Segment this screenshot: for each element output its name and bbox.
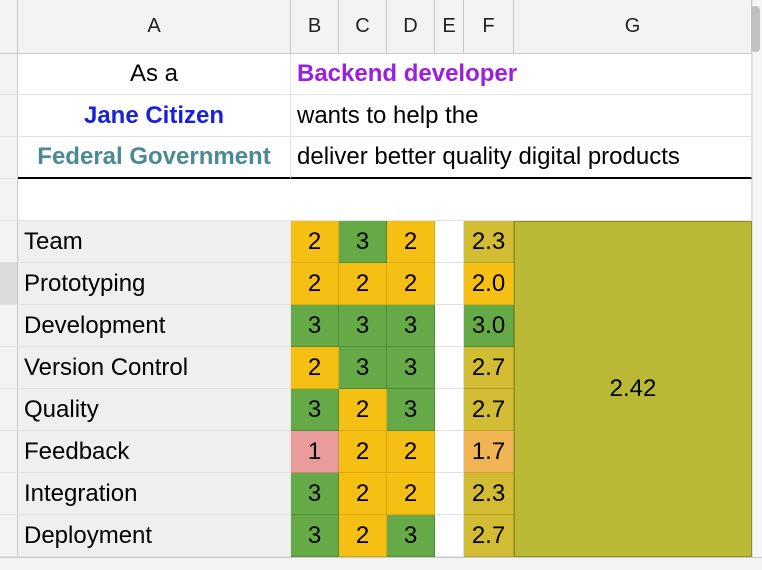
average-cell[interactable]: 2.0 <box>464 263 514 305</box>
score-cell[interactable]: 2 <box>339 431 387 473</box>
empty-cell[interactable] <box>18 179 752 221</box>
select-all-corner[interactable] <box>0 0 18 54</box>
empty-cell[interactable] <box>435 221 464 263</box>
category-label[interactable]: Development <box>18 305 291 347</box>
vertical-scrollbar[interactable] <box>752 0 762 557</box>
scrollbar-thumb[interactable] <box>751 6 760 52</box>
score-cell[interactable]: 3 <box>387 515 435 557</box>
row-header[interactable] <box>0 473 18 515</box>
cell-goal[interactable]: deliver better quality digital products <box>291 137 752 179</box>
average-cell[interactable]: 2.7 <box>464 515 514 557</box>
empty-cell[interactable] <box>435 473 464 515</box>
row-header[interactable] <box>0 137 18 179</box>
average-cell[interactable]: 2.7 <box>464 347 514 389</box>
row-header[interactable] <box>0 221 18 263</box>
average-cell[interactable]: 2.3 <box>464 221 514 263</box>
score-cell[interactable]: 2 <box>339 263 387 305</box>
score-cell[interactable]: 1 <box>291 431 339 473</box>
average-cell[interactable]: 2.3 <box>464 473 514 515</box>
column-header-d[interactable]: D <box>387 0 435 54</box>
column-header-a[interactable]: A <box>18 0 291 54</box>
score-cell[interactable]: 2 <box>339 473 387 515</box>
row-header[interactable] <box>0 263 18 305</box>
category-label[interactable]: Integration <box>18 473 291 515</box>
score-cell[interactable]: 3 <box>291 389 339 431</box>
row-header[interactable] <box>0 95 18 137</box>
score-cell[interactable]: 3 <box>291 305 339 347</box>
row-header[interactable] <box>0 515 18 557</box>
category-label[interactable]: Prototyping <box>18 263 291 305</box>
score-cell[interactable]: 3 <box>339 347 387 389</box>
empty-cell[interactable] <box>435 389 464 431</box>
score-cell[interactable]: 2 <box>291 221 339 263</box>
score-cell[interactable]: 3 <box>291 515 339 557</box>
category-label[interactable]: Version Control <box>18 347 291 389</box>
column-header-b[interactable]: B <box>291 0 339 54</box>
row-header[interactable] <box>0 431 18 473</box>
score-cell[interactable]: 2 <box>339 389 387 431</box>
row-header[interactable] <box>0 54 18 95</box>
score-cell[interactable]: 2 <box>387 473 435 515</box>
score-cell[interactable]: 2 <box>291 263 339 305</box>
overall-score-cell[interactable]: 2.42 <box>514 221 752 557</box>
row-header[interactable] <box>0 389 18 431</box>
score-cell[interactable]: 2 <box>387 221 435 263</box>
empty-cell[interactable] <box>435 431 464 473</box>
empty-cell[interactable] <box>435 263 464 305</box>
score-cell[interactable]: 3 <box>387 305 435 347</box>
score-cell[interactable]: 3 <box>291 473 339 515</box>
empty-cell[interactable] <box>435 515 464 557</box>
cell-as-a[interactable]: As a <box>18 54 291 95</box>
score-cell[interactable]: 3 <box>339 221 387 263</box>
score-cell[interactable]: 3 <box>387 347 435 389</box>
score-cell[interactable]: 2 <box>339 515 387 557</box>
cell-wants[interactable]: wants to help the <box>291 95 752 137</box>
category-label[interactable]: Quality <box>18 389 291 431</box>
column-header-f[interactable]: F <box>464 0 514 54</box>
cell-persona[interactable]: Jane Citizen <box>18 95 291 137</box>
column-header-g[interactable]: G <box>514 0 752 54</box>
average-cell[interactable]: 1.7 <box>464 431 514 473</box>
score-cell[interactable]: 3 <box>339 305 387 347</box>
column-header-c[interactable]: C <box>339 0 387 54</box>
row-header[interactable] <box>0 179 18 221</box>
cell-org[interactable]: Federal Government <box>18 137 291 179</box>
score-cell[interactable]: 2 <box>387 263 435 305</box>
row-header[interactable] <box>0 305 18 347</box>
average-cell[interactable]: 3.0 <box>464 305 514 347</box>
row-header[interactable] <box>0 347 18 389</box>
empty-cell[interactable] <box>435 305 464 347</box>
empty-cell[interactable] <box>435 347 464 389</box>
average-cell[interactable]: 2.7 <box>464 389 514 431</box>
score-cell[interactable]: 2 <box>387 431 435 473</box>
score-cell[interactable]: 3 <box>387 389 435 431</box>
category-label[interactable]: Deployment <box>18 515 291 557</box>
score-cell[interactable]: 2 <box>291 347 339 389</box>
category-label[interactable]: Team <box>18 221 291 263</box>
category-label[interactable]: Feedback <box>18 431 291 473</box>
horizontal-scrollbar[interactable] <box>0 557 762 570</box>
column-header-e[interactable]: E <box>435 0 464 54</box>
cell-role[interactable]: Backend developer <box>291 54 752 95</box>
